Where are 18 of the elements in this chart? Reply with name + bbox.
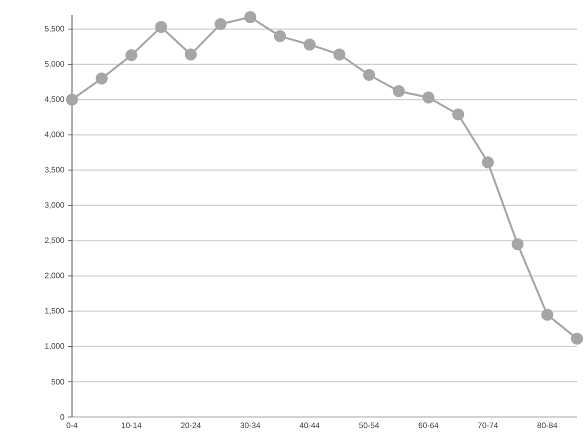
point <box>363 68 376 81</box>
point <box>422 92 434 104</box>
point <box>184 48 197 60</box>
point <box>66 94 78 106</box>
point <box>125 49 138 62</box>
point <box>482 156 494 168</box>
point <box>96 72 108 84</box>
point <box>452 108 464 120</box>
point <box>155 20 168 33</box>
point <box>244 11 256 24</box>
point <box>541 308 554 321</box>
point <box>214 18 227 30</box>
point <box>274 30 286 42</box>
point <box>304 38 316 51</box>
point <box>512 238 524 250</box>
point <box>571 332 583 345</box>
point <box>333 48 346 60</box>
point <box>392 85 405 98</box>
